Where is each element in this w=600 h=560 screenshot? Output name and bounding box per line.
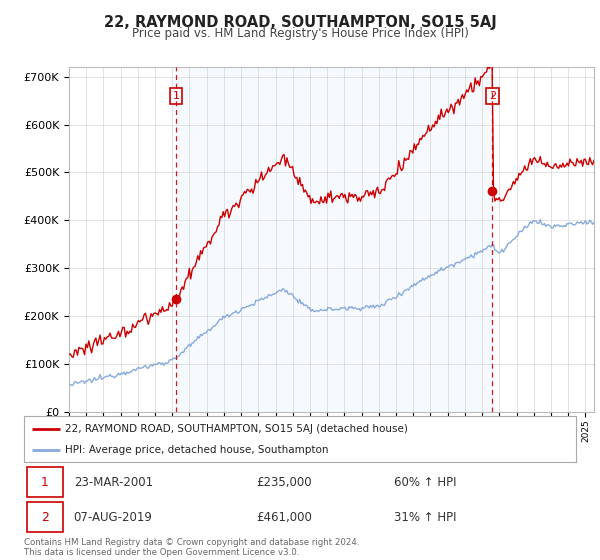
Text: 1: 1 <box>41 476 49 489</box>
FancyBboxPatch shape <box>27 467 62 497</box>
Text: Price paid vs. HM Land Registry's House Price Index (HPI): Price paid vs. HM Land Registry's House … <box>131 27 469 40</box>
Text: HPI: Average price, detached house, Southampton: HPI: Average price, detached house, Sout… <box>65 445 329 455</box>
Text: 22, RAYMOND ROAD, SOUTHAMPTON, SO15 5AJ: 22, RAYMOND ROAD, SOUTHAMPTON, SO15 5AJ <box>104 15 496 30</box>
Bar <box>176 67 493 412</box>
Text: 1: 1 <box>173 91 179 101</box>
Text: £461,000: £461,000 <box>256 511 312 524</box>
FancyBboxPatch shape <box>27 502 62 533</box>
Text: 2: 2 <box>489 91 496 101</box>
Text: £235,000: £235,000 <box>256 476 311 489</box>
Text: 23-MAR-2001: 23-MAR-2001 <box>74 476 153 489</box>
Text: 07-AUG-2019: 07-AUG-2019 <box>74 511 152 524</box>
Text: 2: 2 <box>41 511 49 524</box>
Text: 22, RAYMOND ROAD, SOUTHAMPTON, SO15 5AJ (detached house): 22, RAYMOND ROAD, SOUTHAMPTON, SO15 5AJ … <box>65 424 408 434</box>
Text: 60% ↑ HPI: 60% ↑ HPI <box>394 476 457 489</box>
Text: 31% ↑ HPI: 31% ↑ HPI <box>394 511 457 524</box>
Text: Contains HM Land Registry data © Crown copyright and database right 2024.
This d: Contains HM Land Registry data © Crown c… <box>24 538 359 557</box>
